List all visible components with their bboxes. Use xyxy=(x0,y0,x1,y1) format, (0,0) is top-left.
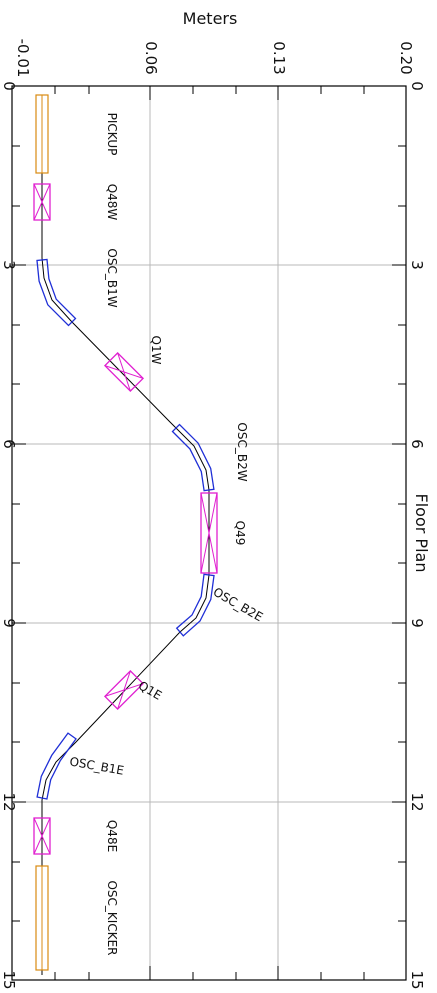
element-label: OSC_B2E xyxy=(211,585,266,625)
m-axis-ticks xyxy=(54,86,365,980)
element-label: Q49 xyxy=(233,521,247,546)
s-tick-label-right: 9 xyxy=(408,618,426,628)
element-label: Q1W xyxy=(149,336,163,365)
element-label: Q48E xyxy=(105,820,119,852)
element-label: PICKUP xyxy=(105,113,119,156)
bend-magnet xyxy=(171,423,215,492)
s-tick-label-left: 3 xyxy=(0,260,18,270)
element-label: OSC_B2W xyxy=(235,422,249,481)
quad-magnet xyxy=(33,183,51,221)
element-q1e: Q1E xyxy=(103,669,164,711)
s-tick-label-left: 12 xyxy=(0,792,18,811)
y-axis-title: Meters xyxy=(183,9,238,28)
quad-magnet xyxy=(200,492,218,574)
m-tick-label: -0.01 xyxy=(14,39,32,78)
element-label: OSC_KICKER xyxy=(105,880,119,955)
element-osc-b1w: OSC_B1W xyxy=(36,248,119,327)
s-tick-label-left: 0 xyxy=(0,81,18,91)
bend-magnet xyxy=(36,258,77,327)
element-label: OSC_B1W xyxy=(105,248,119,307)
s-tick-label-right: 12 xyxy=(408,792,426,811)
quad-magnet xyxy=(33,817,51,855)
grid xyxy=(12,86,406,980)
bend-magnet xyxy=(175,573,215,637)
element-q48w: Q48W xyxy=(33,183,119,221)
plot-frame xyxy=(11,85,407,981)
s-tick-label-left: 9 xyxy=(0,618,18,628)
s-tick-labels-left: 0 3 6 9 12 15 xyxy=(0,81,18,989)
s-tick-label-left: 6 xyxy=(0,439,18,449)
element-q1w: Q1W xyxy=(103,336,163,393)
element-q48e: Q48E xyxy=(33,817,119,855)
beamline-path xyxy=(41,95,210,975)
s-tick-label-right: 15 xyxy=(408,970,426,989)
plot-title: Floor Plan xyxy=(412,494,431,573)
element-osc-b2w: OSC_B2W xyxy=(171,422,249,492)
m-tick-labels: -0.01 0.06 0.13 0.20 xyxy=(14,39,415,78)
element-osc-b2e: OSC_B2E xyxy=(175,573,266,637)
s-tick-label-left: 15 xyxy=(0,970,18,989)
element-label: Q48W xyxy=(105,184,119,221)
m-tick-label: 0.13 xyxy=(270,41,288,74)
element-osc-kicker: OSC_KICKER xyxy=(35,865,119,971)
s-axis-ticks xyxy=(12,145,406,922)
s-tick-label-right: 3 xyxy=(408,260,426,270)
bend-magnet xyxy=(36,732,77,800)
s-tick-labels-right: 0 3 6 9 12 15 xyxy=(408,81,426,989)
element-label: OSC_B1E xyxy=(68,754,124,777)
element-pickup: PICKUP xyxy=(35,94,119,174)
m-tick-label: 0.06 xyxy=(142,41,160,74)
quad-magnet xyxy=(103,351,145,393)
s-tick-label-right: 6 xyxy=(408,439,426,449)
m-tick-label: 0.20 xyxy=(397,41,415,74)
s-tick-label-right: 0 xyxy=(408,81,426,91)
element-q49: Q49 xyxy=(200,492,247,574)
element-osc-b1e: OSC_B1E xyxy=(36,732,125,800)
quad-magnet xyxy=(103,669,145,711)
